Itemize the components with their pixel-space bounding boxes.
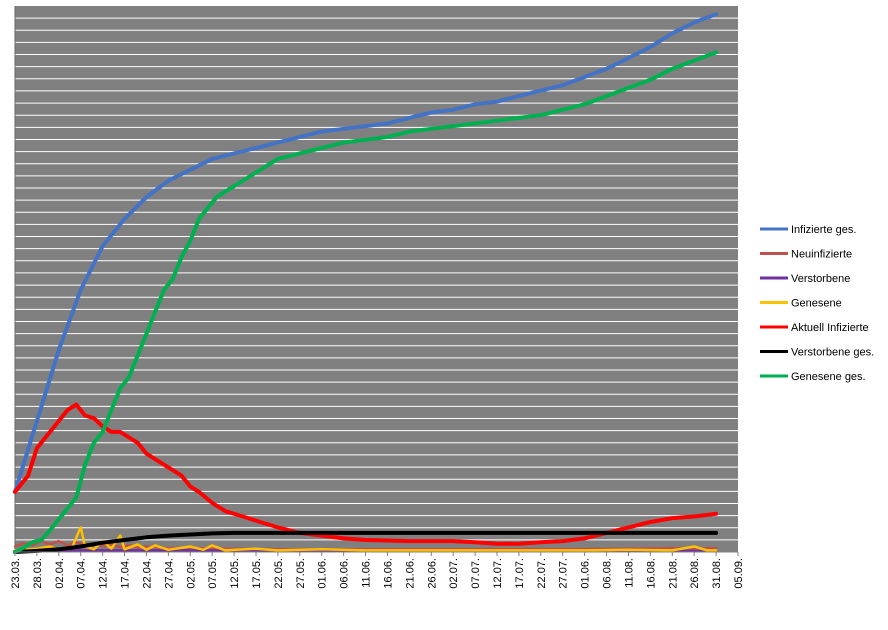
x-tick-label: 07.07. xyxy=(470,558,482,589)
x-tick-label: 06.06. xyxy=(339,558,351,589)
x-tick-label: 31.08. xyxy=(711,558,723,589)
plot-area xyxy=(14,6,738,552)
x-axis: 23.03. 28.03. 02.04. 07.04. 12.04. 17.04. 22.0… xyxy=(10,551,745,589)
x-tick-label: 01.06. xyxy=(580,558,592,589)
x-tick-label: 01.06. xyxy=(317,558,329,589)
x-tick-label: 16.08. xyxy=(645,558,657,589)
x-tick-label: 22.07. xyxy=(536,558,548,589)
legend-label: Genesene ges. xyxy=(791,371,866,383)
x-tick-label: 05.09. xyxy=(733,558,745,589)
x-tick-label: 26.06. xyxy=(426,558,438,589)
x-tick-label: 26.08. xyxy=(689,558,701,589)
x-tick-label: 17.04. xyxy=(120,558,132,589)
x-tick-label: 21.06. xyxy=(404,558,416,589)
legend-label: Aktuell Infizierte xyxy=(791,322,869,334)
legend-label: Verstorbene ges. xyxy=(791,347,874,359)
x-tick-label: 11.06. xyxy=(361,558,373,588)
plot-background xyxy=(15,6,738,552)
x-tick-label: 27.07. xyxy=(558,558,570,589)
series-line-5 xyxy=(13,530,719,554)
x-tick-label: 07.04. xyxy=(76,558,88,589)
legend-label: Genesene xyxy=(791,298,842,310)
x-tick-label: 22.04. xyxy=(141,558,153,589)
x-tick-label: 12.04. xyxy=(98,558,110,589)
x-tick-label: 06.08. xyxy=(602,558,614,589)
x-tick-label: 27.04. xyxy=(163,558,175,589)
x-tick-label: 07.05. xyxy=(207,558,219,589)
x-tick-label: 23.03. xyxy=(10,558,22,589)
x-tick-label: 17.07. xyxy=(514,558,526,589)
legend-label: Neuinfizierte xyxy=(791,249,852,261)
series-line-3 xyxy=(13,526,718,552)
x-tick-label: 11.08. xyxy=(623,558,635,588)
x-tick-label: 02.05. xyxy=(185,558,197,589)
x-tick-label: 28.03. xyxy=(32,558,44,589)
x-tick-label: 16.06. xyxy=(382,558,394,589)
x-tick-label: 22.05. xyxy=(273,558,285,589)
x-tick-label: 12.05. xyxy=(229,558,241,589)
series-layer xyxy=(13,12,719,554)
legend-label: Verstorbene xyxy=(791,273,850,285)
legend-label: Infizierte ges. xyxy=(791,224,856,236)
x-tick-label: 12.07. xyxy=(492,558,504,589)
series-line-4 xyxy=(13,402,719,546)
legend: Infizierte ges. Neuinfizierte Verstorbene G… xyxy=(760,224,874,383)
x-tick-label: 17.05. xyxy=(251,558,263,589)
series-line-0 xyxy=(13,12,719,494)
series-line-6 xyxy=(13,50,719,554)
x-tick-label: 02.04. xyxy=(54,558,66,589)
x-tick-label: 02.07. xyxy=(448,558,460,589)
x-tick-label: 21.08. xyxy=(667,558,679,589)
x-tick-label: 27.05. xyxy=(295,558,307,589)
